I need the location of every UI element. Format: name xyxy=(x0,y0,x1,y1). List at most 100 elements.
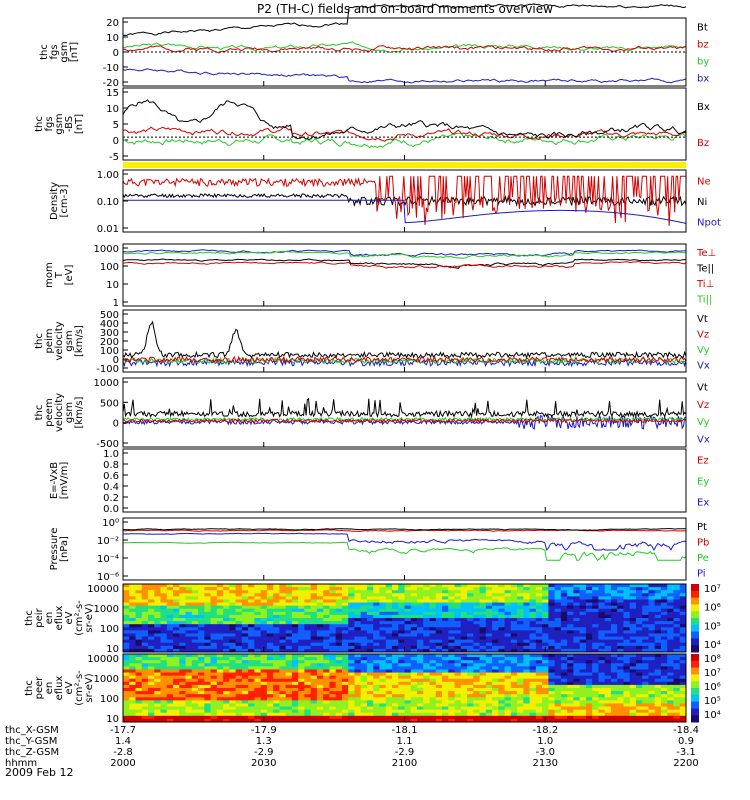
heat-cell xyxy=(648,636,656,641)
heat-cell xyxy=(604,630,612,634)
heat-cell xyxy=(492,706,499,711)
heat-cell xyxy=(485,639,493,644)
heat-cell xyxy=(679,621,687,625)
heat-cell xyxy=(160,718,168,723)
heat-cell xyxy=(598,691,606,695)
heat-cell xyxy=(642,663,649,667)
heat-cell xyxy=(573,590,581,594)
heat-cell xyxy=(429,642,437,647)
heat-cell xyxy=(141,654,149,658)
heat-cell xyxy=(385,715,393,720)
heat-cell xyxy=(417,596,424,600)
heat-cell xyxy=(285,660,293,664)
heat-cell xyxy=(291,663,299,667)
heat-cell xyxy=(598,636,606,641)
heat-cell xyxy=(260,681,268,686)
heat-cell xyxy=(179,618,187,622)
heat-cell xyxy=(410,599,418,604)
heat-cell xyxy=(642,712,649,717)
heat-cell xyxy=(191,715,199,720)
heat-cell xyxy=(473,648,481,653)
heat-cell xyxy=(504,593,512,597)
ephemeris-value: 2200 xyxy=(673,758,698,769)
heat-cell xyxy=(291,700,299,704)
heat-cell xyxy=(285,614,293,619)
heat-cell xyxy=(485,584,493,588)
heat-cell xyxy=(229,663,237,667)
heat-cell xyxy=(629,706,637,711)
heat-cell xyxy=(291,599,299,604)
heat-cell xyxy=(273,593,280,597)
heat-cell xyxy=(535,602,543,607)
heat-cell xyxy=(642,602,649,607)
heat-cell xyxy=(254,633,262,638)
heat-cell xyxy=(123,681,130,686)
heat-cell xyxy=(298,611,305,616)
heat-cell xyxy=(417,684,424,689)
heat-cell xyxy=(260,691,268,695)
heat-cell xyxy=(223,602,230,607)
heat-cell xyxy=(629,694,637,698)
heat-cell xyxy=(423,718,431,723)
heat-cell xyxy=(279,688,287,692)
heat-cell xyxy=(417,605,424,610)
heat-cell xyxy=(198,688,205,692)
heat-cell xyxy=(660,614,668,619)
heat-cell xyxy=(604,596,612,600)
heat-cell xyxy=(204,605,212,610)
heat-cell xyxy=(204,718,212,723)
heat-cell xyxy=(467,681,474,686)
heat-cell xyxy=(298,678,305,683)
heat-cell xyxy=(417,645,424,650)
heat-cell xyxy=(198,645,205,650)
heat-cell xyxy=(429,599,437,604)
heat-cell xyxy=(179,593,187,597)
heat-cell xyxy=(166,596,174,600)
heat-cell xyxy=(223,691,230,695)
heat-cell xyxy=(423,621,431,625)
heat-cell xyxy=(398,636,405,641)
heat-cell xyxy=(498,602,506,607)
heat-cell xyxy=(335,642,343,647)
heat-cell xyxy=(135,587,143,591)
heat-cell xyxy=(185,663,193,667)
heat-cell xyxy=(654,678,662,683)
heat-cell xyxy=(198,602,205,607)
heat-cell xyxy=(366,593,374,597)
heat-cell xyxy=(479,614,487,619)
heat-cell xyxy=(179,633,187,638)
heat-cell xyxy=(391,584,399,588)
heat-cell xyxy=(404,681,412,686)
heat-cell xyxy=(260,684,268,689)
colorbar-step xyxy=(691,645,699,650)
heat-cell xyxy=(492,590,499,594)
heat-cell xyxy=(323,593,330,597)
heat-cell xyxy=(241,642,249,647)
heat-cell xyxy=(654,630,662,634)
heat-cell xyxy=(329,672,337,677)
heat-cell xyxy=(179,639,187,644)
heat-cell xyxy=(592,678,599,683)
heat-cell xyxy=(510,703,518,708)
heat-cell xyxy=(435,706,443,711)
heat-cell xyxy=(385,700,393,704)
heat-cell xyxy=(291,621,299,625)
heat-cell xyxy=(485,599,493,604)
heat-cell xyxy=(623,684,631,689)
heat-cell xyxy=(223,675,230,680)
heat-cell xyxy=(460,706,468,711)
heat-cell xyxy=(485,645,493,650)
heat-cell xyxy=(254,681,262,686)
heat-cell xyxy=(448,605,456,610)
heat-cell xyxy=(423,700,431,704)
heat-cell xyxy=(223,587,230,591)
heat-cell xyxy=(223,590,230,594)
heat-cell xyxy=(173,675,180,680)
heat-cell xyxy=(335,614,343,619)
heat-cell xyxy=(260,642,268,647)
heat-cell xyxy=(629,666,637,670)
heat-cell xyxy=(266,587,274,591)
heat-cell xyxy=(373,642,380,647)
